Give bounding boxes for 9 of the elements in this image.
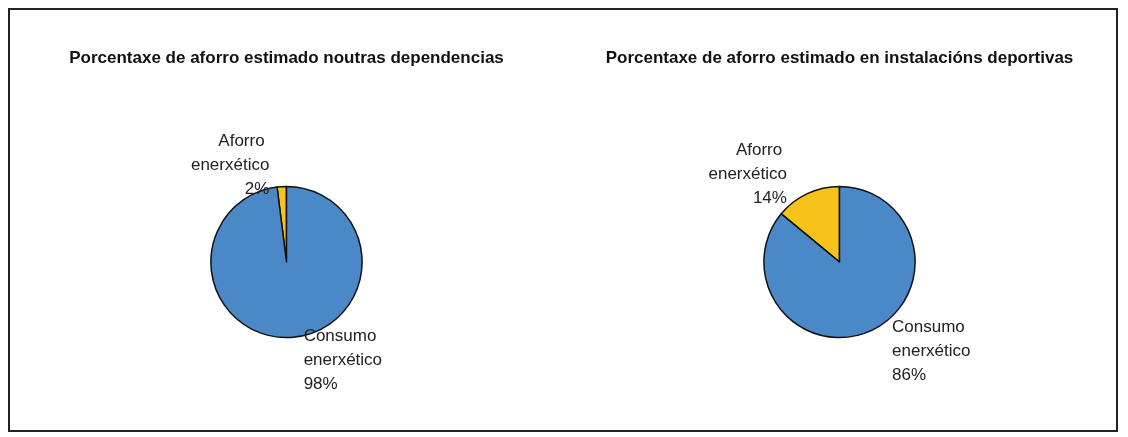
slice-label: Consumo enerxético: [892, 316, 971, 360]
slice-label: Consumo enerxético: [303, 325, 383, 369]
chart-title: Porcentaxe de aforro estimado en instalacións deportivas: [605, 47, 1074, 67]
slice-label: Aforro enerxético: [708, 140, 787, 184]
data-label: 86%: [892, 364, 927, 384]
slice-label: Aforro enerxético: [190, 131, 270, 175]
data-label: 98%: [303, 373, 338, 393]
chart-title: Porcentaxe de aforro estimado noutras dependencias: [69, 47, 504, 67]
data-label: 14%: [752, 188, 787, 208]
